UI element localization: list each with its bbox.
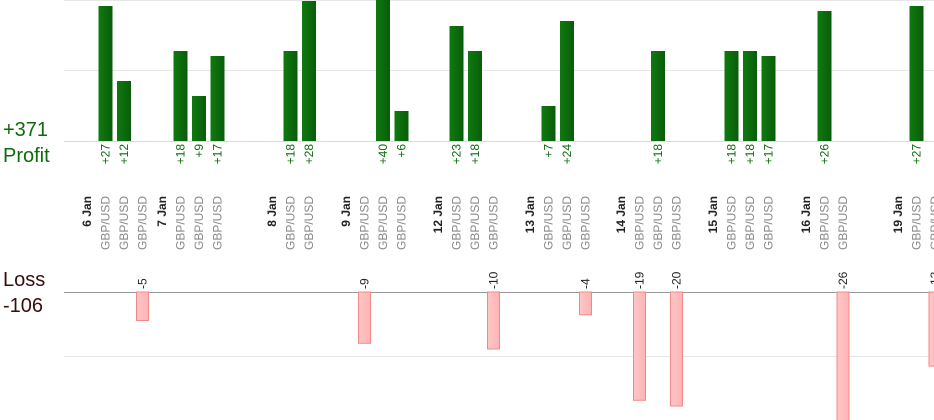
pair-label: GBP/USD (836, 196, 850, 250)
profit-bar (560, 21, 574, 141)
pair-label: GBP/USD (358, 196, 372, 250)
pair-label: GBP/USD (579, 196, 593, 250)
pair-label: GBP/USD (395, 196, 409, 250)
profit-value-label: +9 (192, 144, 206, 158)
profit-bar (909, 6, 924, 141)
date-label: 9 Jan (339, 196, 353, 227)
profit-bar (302, 1, 316, 141)
loss-value-label: -19 (633, 271, 647, 289)
loss-value-label: -26 (836, 271, 850, 289)
pair-label: GBP/USD (284, 196, 298, 250)
profit-value-label: +40 (376, 144, 390, 165)
profit-value-label: +24 (560, 144, 574, 165)
pair-label: GBP/USD (487, 196, 501, 250)
date-label: 19 Jan (891, 196, 905, 233)
loss-value-label: -5 (136, 278, 150, 289)
date-label: 15 Jan (706, 196, 720, 233)
pair-label: GBP/USD (928, 196, 934, 250)
pair-label: GBP/USD (818, 196, 832, 250)
profit-value-label: +7 (542, 144, 556, 158)
profit-bar (173, 51, 188, 141)
pair-label: GBP/USD (725, 196, 739, 250)
profit-bar (743, 51, 757, 141)
pair-label: GBP/USD (450, 196, 464, 250)
profit-value-label: +26 (818, 144, 832, 165)
loss-bar (358, 291, 371, 344)
profit-bar (210, 56, 225, 141)
date-label: 16 Jan (799, 196, 813, 233)
pair-label: GBP/USD (910, 196, 924, 250)
pair-label: GBP/USD (560, 196, 574, 250)
gridlines (64, 0, 934, 357)
profit-total: +371 (3, 119, 49, 141)
profit-value-label: +12 (117, 144, 131, 165)
profit-value-label: +18 (725, 144, 739, 165)
profit-bar (651, 51, 665, 141)
pair-label: GBP/USD (136, 196, 150, 250)
profit-bar (117, 81, 131, 141)
profit-bar (283, 51, 298, 141)
profit-bar (541, 106, 556, 141)
loss-label: Loss (3, 269, 46, 291)
pair-label: GBP/USD (192, 196, 206, 250)
profit-value-label: +18 (651, 144, 665, 165)
loss-bar (633, 291, 646, 401)
profit-bar (468, 51, 482, 141)
loss-bar (136, 291, 149, 321)
profit-bar (98, 6, 113, 141)
loss-value-label: -13 (928, 271, 934, 289)
bar-series (98, 0, 934, 420)
profit-value-label: +18 (743, 144, 757, 165)
profit-value-label: +23 (450, 144, 464, 165)
pair-label: GBP/USD (302, 196, 316, 250)
loss-bar (487, 291, 500, 350)
loss-bar (670, 291, 683, 407)
loss-bar (579, 291, 592, 316)
profit-value-label: +18 (468, 144, 482, 165)
profit-bar (817, 11, 832, 141)
loss-total: -106 (3, 295, 44, 317)
pair-label: GBP/USD (542, 196, 556, 250)
profit-value-label: +27 (99, 144, 113, 165)
date-label: 8 Jan (265, 196, 279, 227)
profit-bar (449, 26, 464, 141)
profit-bar (724, 51, 739, 141)
axis-labels: 6 Jan GBP/USD +27 GBP/USD +12 GBP/USD -5 7 Jan G… (80, 144, 934, 289)
date-label: 13 Jan (523, 196, 537, 233)
profit-value-label: +27 (910, 144, 924, 165)
pair-label: GBP/USD (468, 196, 482, 250)
profit-value-label: +28 (302, 144, 316, 165)
pair-label: GBP/USD (651, 196, 665, 250)
pair-label: GBP/USD (743, 196, 757, 250)
loss-bar (928, 291, 934, 367)
pair-label: GBP/USD (174, 196, 188, 250)
pair-label: GBP/USD (376, 196, 390, 250)
profit-bar (192, 96, 206, 141)
loss-value-label: -20 (670, 271, 684, 289)
loss-value-label: -10 (487, 271, 501, 289)
loss-value-label: -9 (358, 278, 372, 289)
loss-value-label: -4 (579, 278, 593, 289)
profit-value-label: +18 (174, 144, 188, 165)
date-label: 14 Jan (614, 196, 628, 233)
profit-bar (761, 56, 776, 141)
pair-label: GBP/USD (670, 196, 684, 250)
date-label: 7 Jan (155, 196, 169, 227)
date-label: 12 Jan (431, 196, 445, 233)
pair-label: GBP/USD (633, 196, 647, 250)
pair-label: GBP/USD (211, 196, 225, 250)
date-label: 6 Jan (80, 196, 94, 227)
profit-value-label: +18 (284, 144, 298, 165)
pair-label: GBP/USD (762, 196, 776, 250)
profit-value-label: +6 (395, 144, 409, 158)
profit-bar (376, 0, 390, 141)
profit-value-label: +17 (211, 144, 225, 165)
pair-label: GBP/USD (117, 196, 131, 250)
loss-bar (836, 291, 850, 420)
profit-label: Profit (3, 145, 50, 167)
profit-value-label: +17 (762, 144, 776, 165)
profit-bar (394, 111, 409, 141)
pair-label: GBP/USD (99, 196, 113, 250)
